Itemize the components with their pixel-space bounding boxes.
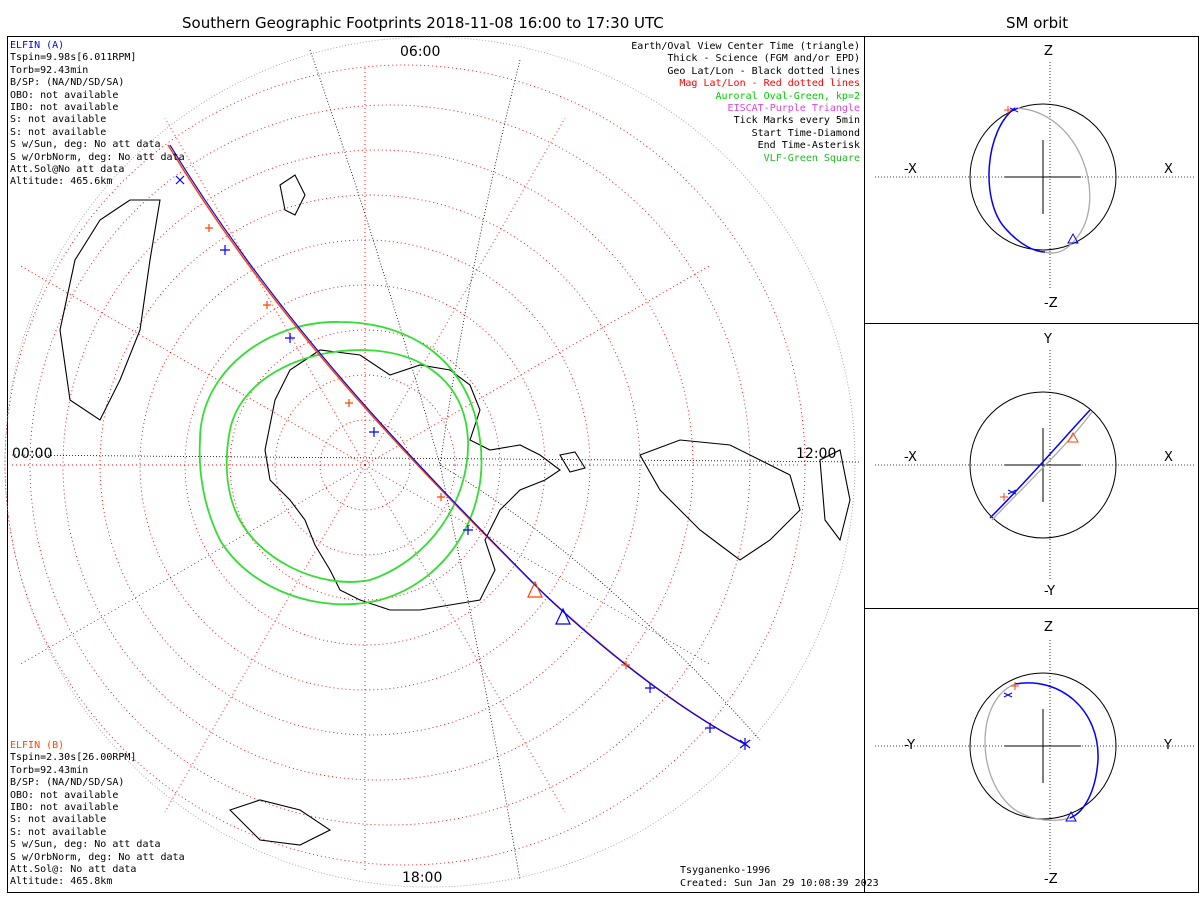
legend-item: End Time-Asterisk [757,140,860,152]
elfin-b-line: S: not available [10,814,107,826]
elfin-b-line: S: not available [10,826,107,838]
legend-item: Mag Lat/Lon - Red dotted lines [679,78,860,90]
elfin-a-line: OBO: not available [10,89,119,101]
elfin-b-line: Att.Sol@: No att data [10,863,137,875]
mag-grid-spokes [12,65,800,870]
time-label-bottom: 18:00 [402,870,443,886]
panel2-axis-top: Y [1044,332,1052,347]
time-label-right: 12:00 [796,446,837,462]
elfin-a-line: Altitude: 465.6km [10,176,113,188]
elfin-b-line: S w/OrbNorm, deg: No att data [10,851,185,863]
panel2-axis-right: X [1164,450,1173,465]
legend-item: Tick Marks every 5min [733,115,860,127]
elfin-b-line: Altitude: 465.8km [10,876,113,888]
panel1-axis-right: X [1164,162,1173,177]
panel3-axis-left: -Y [904,738,916,753]
panel1-axis-left: -X [904,162,917,177]
footer-model: Tsyganenko-1996 [680,865,771,876]
elfin-a-line: B/SP: (NA/ND/SD/SA) [10,77,125,89]
panel1-axis-top: Z [1044,44,1053,59]
panel3-axis-top: Z [1044,620,1053,635]
track-ticks-a [175,175,751,750]
panel3-axis-bottom: -Z [1044,872,1058,887]
elfin-b-line: B/SP: (NA/ND/SD/SA) [10,777,125,789]
elfin-a-line: Att.Sol@No att data [10,163,125,175]
time-label-top: 06:00 [400,44,441,60]
orbit-panel-xz [875,62,1195,290]
legend-item: Geo Lat/Lon - Black dotted lines [667,65,860,77]
orbit-panel-title: SM orbit [1006,14,1069,32]
track-ticks-b [205,224,630,669]
coastlines [59,174,851,846]
elfin-b-line: Torb=92.43min [10,764,89,776]
legend-item: Thick - Science (FGM and/or EPD) [667,53,860,65]
orbit-panels-frame [864,36,1199,893]
legend: Earth/Oval View Center Time (triangle) T… [631,41,860,165]
panel3-axis-right: Y [1164,738,1172,753]
legend-item: Earth/Oval View Center Time (triangle) [631,41,860,52]
elfin-a-line: S w/Sun, deg: No att data [10,139,161,151]
panel1-axis-bottom: -Z [1044,296,1058,311]
time-label-left: 00:00 [12,446,53,462]
legend-item: VLF-Green Square [763,152,860,164]
elfin-b-line: S w/Sun, deg: No att data [10,839,161,851]
elfin-b-name: ELFIN (B) [10,740,65,751]
legend-item: EISCAT-Purple Triangle [727,102,860,114]
geo-grid [11,49,861,881]
elfin-b-info: ELFIN (B) Tspin=2.30s[26.00RPM] Torb=92.… [10,740,185,889]
footer-created: Created: Sun Jan 29 10:08:39 2023 [680,878,879,889]
elfin-a-line: Torb=92.43min [10,64,89,76]
elfin-a-name: ELFIN (A) [10,40,65,51]
orbit-panel-xy [875,350,1195,580]
elfin-a-line: S: not available [10,114,107,126]
elfin-b-line: OBO: not available [10,789,119,801]
elfin-a-line: Tspin=9.98s[6.011RPM] [10,52,137,64]
view-center-triangle-a [555,607,571,625]
view-center-triangle-b [527,580,543,598]
elfin-b-line: Tspin=2.30s[26.00RPM] [10,752,137,764]
panel2-axis-left: -X [904,450,917,465]
elfin-a-info: ELFIN (A) Tspin=9.98s[6.011RPM] Torb=92.… [10,40,185,189]
legend-item: Auroral Oval-Green, kp=2 [715,90,861,102]
elfin-b-line: IBO: not available [10,801,119,813]
track-elfin-a [169,144,746,745]
panel2-axis-bottom: -Y [1044,584,1056,599]
elfin-a-line: S w/OrbNorm, deg: No att data [10,151,185,163]
page-title: Southern Geographic Footprints 2018-11-0… [182,14,664,32]
orbit-panel-yz [875,640,1195,870]
elfin-a-line: S: not available [10,126,107,138]
elfin-a-line: IBO: not available [10,101,119,113]
legend-item: Start Time-Diamond [751,127,860,139]
